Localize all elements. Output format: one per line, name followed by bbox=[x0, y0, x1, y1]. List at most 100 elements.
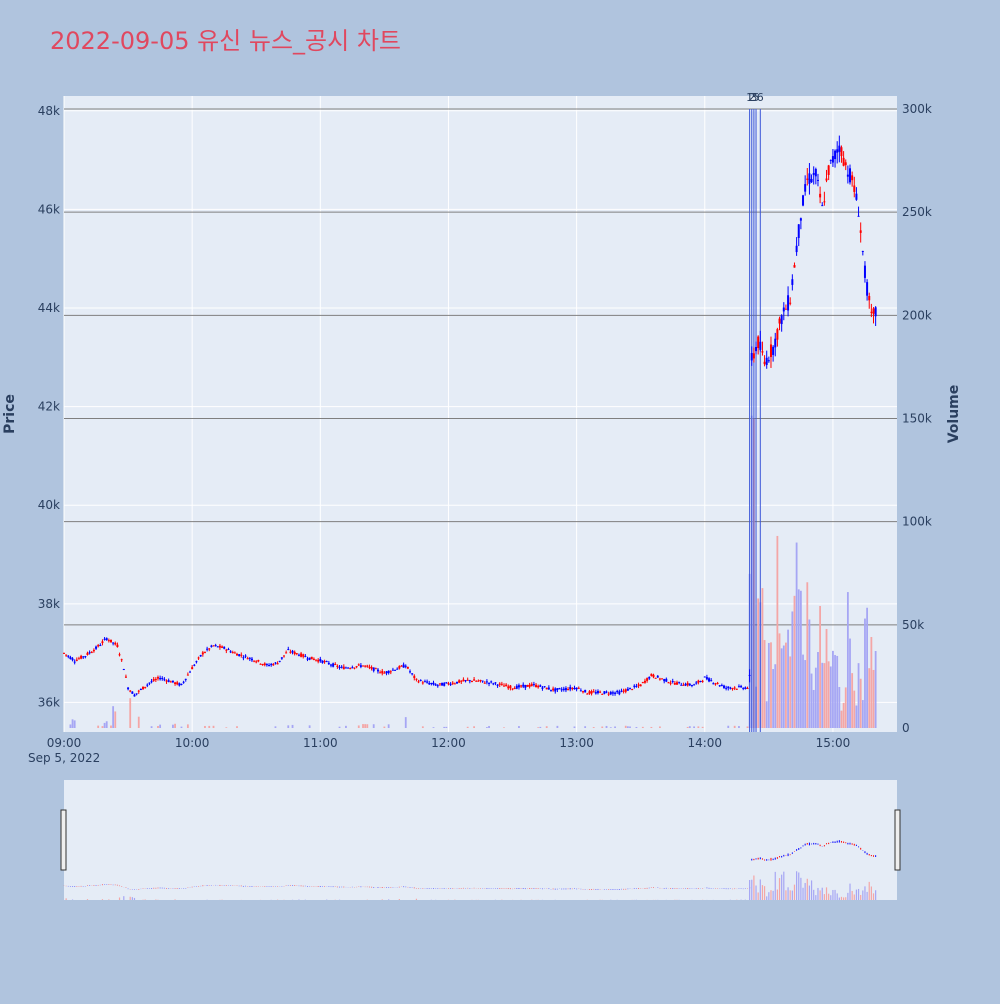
candle-body bbox=[415, 679, 417, 680]
candle-body bbox=[717, 683, 719, 684]
y-axis-title-volume: Volume bbox=[946, 385, 962, 444]
slider-volume-bar bbox=[760, 879, 761, 900]
volume-bar bbox=[772, 669, 774, 728]
candle-body bbox=[285, 652, 287, 653]
candle-body bbox=[811, 179, 813, 182]
volume-bar bbox=[309, 725, 311, 728]
candle-body bbox=[516, 686, 518, 689]
x-axis-date-label: Sep 5, 2022 bbox=[28, 751, 100, 765]
volume-bar bbox=[843, 703, 845, 728]
candle-body bbox=[665, 679, 667, 682]
candle-body bbox=[251, 659, 253, 661]
volume-tick-label: 0 bbox=[902, 721, 910, 735]
candle-body bbox=[302, 654, 304, 656]
candle-body bbox=[321, 661, 323, 663]
candle-body bbox=[95, 647, 97, 649]
candle-body bbox=[362, 666, 364, 667]
volume-bar bbox=[556, 726, 558, 728]
candle-body bbox=[467, 680, 469, 681]
candle-body bbox=[386, 671, 388, 673]
candle-body bbox=[373, 667, 375, 670]
candle-body bbox=[672, 681, 674, 682]
candle-body bbox=[840, 147, 842, 156]
candle-body bbox=[866, 282, 868, 296]
slider-volume-bar bbox=[766, 896, 767, 900]
range-slider-handle-left[interactable] bbox=[61, 810, 66, 870]
news-marker-label[interactable]: 6 bbox=[757, 91, 764, 104]
volume-bar bbox=[287, 725, 289, 728]
volume-bar bbox=[138, 717, 140, 728]
volume-bar bbox=[112, 706, 114, 728]
candle-body bbox=[484, 683, 486, 684]
slider-volume-bar bbox=[388, 899, 389, 900]
candle-body bbox=[146, 685, 148, 686]
volume-bar bbox=[104, 723, 106, 728]
volume-bar bbox=[845, 687, 847, 728]
volume-bar bbox=[642, 727, 644, 728]
range-slider-handle-right[interactable] bbox=[895, 810, 900, 870]
candle-body bbox=[623, 691, 625, 692]
candle-body bbox=[435, 684, 437, 685]
slider-volume-bar bbox=[807, 879, 808, 900]
candle-body bbox=[206, 649, 208, 650]
candle-body bbox=[789, 303, 791, 304]
candle-body bbox=[82, 656, 84, 657]
candle-body bbox=[375, 668, 377, 669]
candle-body bbox=[221, 646, 223, 647]
candle-body bbox=[418, 681, 420, 682]
candle-body bbox=[458, 680, 460, 682]
slider-volume-bar bbox=[849, 884, 850, 900]
volume-bar bbox=[766, 701, 768, 728]
volume-bar bbox=[862, 700, 864, 728]
volume-bar bbox=[172, 725, 174, 728]
slider-volume-bar bbox=[119, 897, 120, 900]
candle-body bbox=[751, 353, 753, 360]
candle-body bbox=[315, 660, 317, 661]
candle-body bbox=[473, 679, 475, 680]
volume-bar bbox=[275, 726, 277, 728]
candle-body bbox=[492, 683, 494, 684]
volume-bar bbox=[841, 711, 843, 728]
candle-body bbox=[567, 689, 569, 690]
range-slider[interactable] bbox=[64, 780, 897, 900]
candle-body bbox=[281, 657, 283, 658]
slider-volume-bar bbox=[753, 875, 754, 900]
candle-body bbox=[808, 173, 810, 183]
candle-body bbox=[349, 668, 351, 669]
volume-tick-label: 250k bbox=[902, 205, 932, 219]
candle-body bbox=[723, 686, 725, 688]
volume-bar bbox=[762, 588, 764, 728]
candle-body bbox=[766, 358, 768, 365]
candle-body bbox=[262, 664, 264, 665]
volume-bar bbox=[856, 706, 858, 728]
slider-volume-bar bbox=[123, 896, 124, 900]
slider-volume-bar bbox=[830, 895, 831, 900]
volume-bar bbox=[70, 724, 72, 728]
candle-body bbox=[268, 665, 270, 666]
volume-bar bbox=[806, 582, 808, 728]
slider-volume-bar bbox=[777, 890, 778, 900]
candle-body bbox=[255, 661, 257, 662]
slider-volume-bar bbox=[820, 890, 821, 900]
candle-body bbox=[806, 179, 808, 180]
candle-body bbox=[74, 662, 76, 663]
slider-volume-bar bbox=[108, 899, 109, 900]
candle-body bbox=[202, 652, 204, 654]
candle-body bbox=[343, 667, 345, 670]
candle-body bbox=[638, 684, 640, 685]
volume-bar bbox=[798, 589, 800, 728]
slider-volume-bar bbox=[130, 897, 131, 900]
volume-bar bbox=[702, 727, 704, 728]
candle-body bbox=[223, 647, 225, 649]
candle-body bbox=[565, 688, 567, 690]
candle-body bbox=[131, 692, 133, 694]
candle-body bbox=[603, 691, 605, 694]
volume-bar bbox=[834, 655, 836, 728]
candle-body bbox=[187, 675, 189, 676]
volume-bar bbox=[811, 674, 813, 728]
candle-body bbox=[868, 296, 870, 300]
candle-body bbox=[309, 658, 311, 660]
volume-bar bbox=[584, 726, 586, 728]
candle-body bbox=[685, 684, 687, 685]
volume-bar bbox=[860, 679, 862, 728]
